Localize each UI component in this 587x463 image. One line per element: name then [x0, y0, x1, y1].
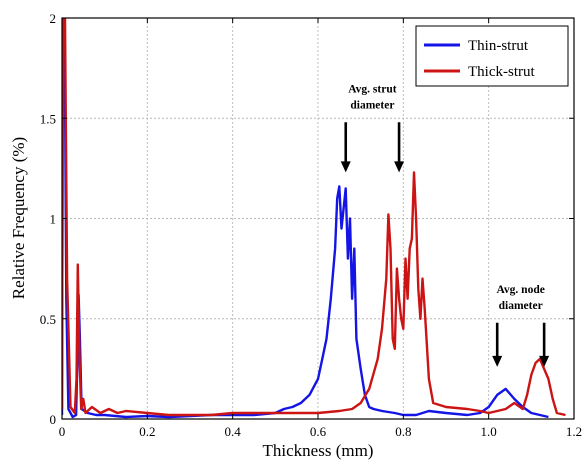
- annotation-arrow-head: [492, 355, 503, 367]
- tick-marks: 0 0.2 0.4 0.6 0.8 1.0 1.2 0 0.5 1 1.5 2: [40, 11, 582, 439]
- annotation-arrow-head: [539, 355, 550, 367]
- annotation-text: Avg. strut: [348, 83, 397, 95]
- annotations: Avg. strut diameter Avg. node diameter: [340, 83, 550, 367]
- x-tick-label: 1.2: [566, 424, 582, 439]
- x-tick-label: 1.0: [481, 424, 497, 439]
- y-tick-label: 0.5: [40, 312, 56, 327]
- x-tick-label: 0.6: [310, 424, 327, 439]
- legend-box: [415, 25, 569, 87]
- annotation-text: diameter: [350, 99, 394, 111]
- y-axis-label: Relative Frequency (%): [9, 137, 28, 299]
- y-tick-label: 1: [50, 212, 57, 227]
- legend: Thin-strut Thick-strut: [415, 25, 569, 87]
- gridlines: [62, 18, 574, 419]
- x-tick-label: 0.4: [225, 424, 242, 439]
- y-tick-label: 1.5: [40, 111, 56, 126]
- x-axis-label: Thickness (mm): [263, 441, 374, 460]
- x-tick-label: 0: [59, 424, 66, 439]
- y-tick-label: 2: [50, 11, 57, 26]
- y-tick-label: 0: [50, 412, 57, 427]
- x-tick-label: 0.8: [395, 424, 411, 439]
- annotation-arrow-head: [394, 161, 405, 173]
- series-line-thick-strut: [62, 18, 566, 417]
- x-tick-label: 0.2: [139, 424, 155, 439]
- series-layer: [62, 18, 566, 419]
- annotation-text: diameter: [499, 300, 543, 312]
- annotation-arrow-head: [340, 161, 351, 173]
- legend-entry: Thick-strut: [468, 64, 535, 80]
- annotation-text: Avg. node: [496, 284, 544, 296]
- legend-entry: Thin-strut: [468, 38, 529, 54]
